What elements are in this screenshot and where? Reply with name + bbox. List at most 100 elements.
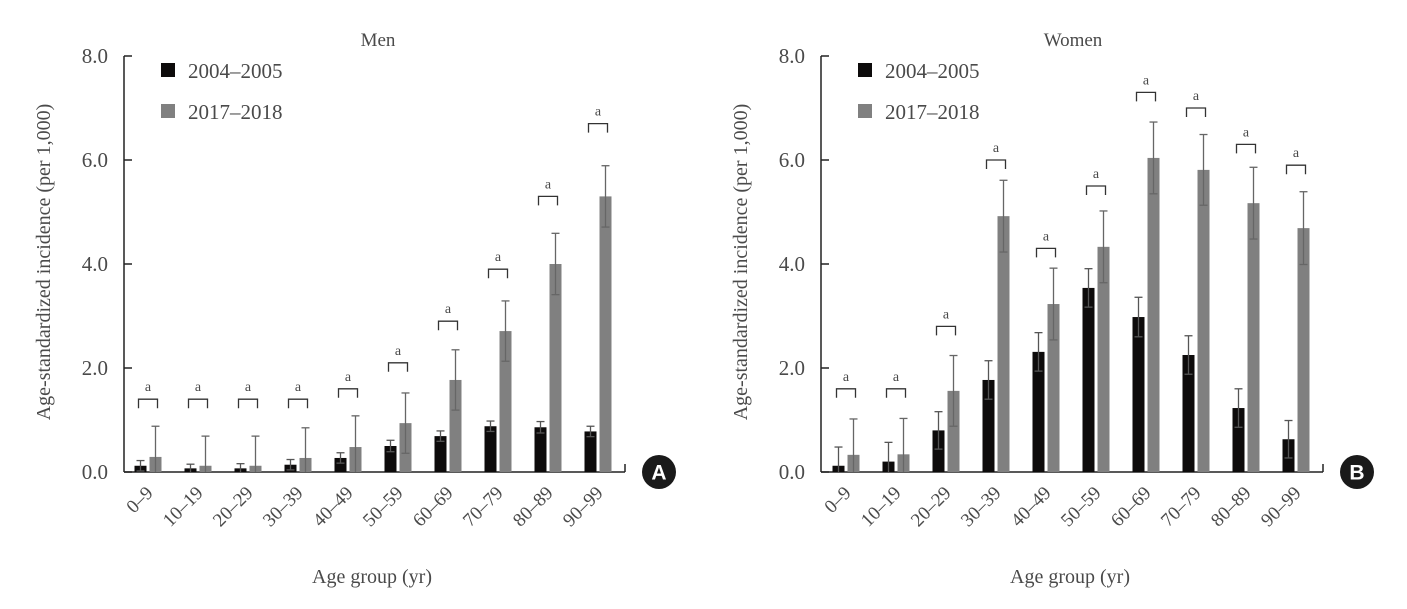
bar bbox=[384, 446, 397, 472]
x-tick-label: 30–39 bbox=[957, 483, 1005, 531]
significance-label: a bbox=[1143, 73, 1150, 88]
bar bbox=[484, 426, 497, 472]
y-tick-label: 0.0 bbox=[82, 460, 108, 484]
bar bbox=[1147, 157, 1160, 473]
legend-label: 2017–2018 bbox=[188, 100, 283, 124]
significance-bracket bbox=[1185, 107, 1207, 117]
significance-label: a bbox=[245, 380, 252, 395]
x-tick-label: 10–19 bbox=[159, 483, 207, 531]
legend-label: 2004–2005 bbox=[885, 59, 980, 83]
bar bbox=[499, 331, 512, 472]
x-tick-label: 70–79 bbox=[1157, 483, 1205, 531]
significance-label: a bbox=[545, 177, 552, 192]
significance-bracket bbox=[487, 268, 509, 279]
x-tick-label: 0–9 bbox=[821, 483, 856, 518]
significance-label: a bbox=[1043, 229, 1050, 244]
x-tick-label: 70–79 bbox=[459, 483, 507, 531]
bar bbox=[599, 196, 612, 472]
significance-label: a bbox=[1293, 146, 1300, 161]
significance-label: a bbox=[595, 105, 602, 120]
x-tick-label: 90–99 bbox=[1257, 483, 1305, 531]
bar bbox=[334, 457, 347, 472]
significance-label: a bbox=[395, 344, 402, 359]
panel-badge-label: B bbox=[1349, 462, 1364, 485]
x-tick-label: 0–9 bbox=[123, 483, 158, 518]
bar bbox=[932, 430, 945, 472]
y-tick-label: 6.0 bbox=[779, 148, 805, 172]
significance-label: a bbox=[943, 307, 950, 322]
bar bbox=[1247, 203, 1260, 472]
bar bbox=[1032, 351, 1045, 472]
significance-bracket bbox=[587, 122, 609, 133]
bar bbox=[1132, 317, 1145, 472]
y-tick-label: 4.0 bbox=[779, 252, 805, 276]
bar bbox=[1097, 246, 1110, 472]
bar bbox=[1082, 287, 1095, 472]
x-tick-label: 60–69 bbox=[409, 483, 457, 531]
chart-title: Men bbox=[361, 30, 396, 51]
significance-label: a bbox=[145, 380, 152, 395]
bar bbox=[1182, 355, 1195, 472]
x-tick-label: 50–59 bbox=[1057, 483, 1105, 531]
panel-badge-label: A bbox=[651, 462, 666, 485]
x-tick-label: 90–99 bbox=[559, 483, 607, 531]
panel-men: Men 0.0 2.0 4.0 6.0 8.0 Age-standardized incid… bbox=[33, 30, 676, 588]
panel-badge bbox=[1340, 455, 1374, 489]
chart-title: Women bbox=[1044, 30, 1103, 51]
x-tick-label: 40–49 bbox=[1007, 483, 1055, 531]
significance-label: a bbox=[1093, 167, 1100, 182]
significance-bracket bbox=[835, 388, 857, 398]
x-tick-label: 60–69 bbox=[1107, 483, 1155, 531]
panel-women: Women 0.0 2.0 4.0 6.0 8.0 Age-standardized inc… bbox=[730, 30, 1374, 588]
significance-bracket bbox=[387, 362, 409, 372]
significance-bracket bbox=[287, 398, 309, 409]
legend-swatch bbox=[161, 63, 175, 77]
y-tick-label: 8.0 bbox=[779, 44, 805, 68]
significance-bracket bbox=[1035, 247, 1057, 258]
bar bbox=[997, 216, 1010, 472]
y-axis-label: Age-standardized incidence (per 1,000) bbox=[730, 104, 752, 421]
significance-label: a bbox=[993, 141, 1000, 156]
y-tick-label: 0.0 bbox=[779, 460, 805, 484]
x-tick-label: 80–89 bbox=[1207, 483, 1255, 531]
bar bbox=[1197, 169, 1210, 472]
bar bbox=[449, 379, 462, 472]
bar bbox=[1047, 304, 1060, 472]
bar bbox=[584, 431, 597, 472]
y-tick-label: 4.0 bbox=[82, 252, 108, 276]
significance-label: a bbox=[1193, 89, 1200, 104]
significance-label: a bbox=[445, 302, 452, 317]
legend-swatch bbox=[161, 104, 175, 118]
x-tick-label: 20–29 bbox=[907, 483, 955, 531]
bar bbox=[534, 427, 547, 472]
significance-label: a bbox=[295, 380, 302, 395]
y-tick-label: 2.0 bbox=[779, 356, 805, 380]
significance-bracket bbox=[237, 398, 259, 409]
significance-label: a bbox=[893, 370, 900, 385]
significance-bracket bbox=[437, 320, 459, 331]
significance-bracket bbox=[935, 325, 957, 336]
y-axis-label: Age-standardized incidence (per 1,000) bbox=[33, 104, 55, 421]
y-tick-label: 6.0 bbox=[82, 148, 108, 172]
significance-label: a bbox=[345, 370, 352, 385]
bar bbox=[1297, 228, 1310, 472]
significance-bracket bbox=[187, 398, 209, 409]
panel-badge bbox=[642, 455, 676, 489]
y-tick-label: 8.0 bbox=[82, 44, 108, 68]
x-tick-label: 10–19 bbox=[857, 483, 905, 531]
bar bbox=[1232, 408, 1245, 472]
significance-label: a bbox=[843, 370, 850, 385]
significance-label: a bbox=[195, 380, 202, 395]
significance-label: a bbox=[1243, 125, 1250, 140]
bar bbox=[947, 390, 960, 472]
legend-label: 2017–2018 bbox=[885, 100, 980, 124]
significance-bracket bbox=[137, 398, 159, 409]
significance-bracket bbox=[537, 195, 559, 206]
legend-label: 2004–2005 bbox=[188, 59, 283, 83]
significance-bracket bbox=[1135, 91, 1157, 102]
bar bbox=[982, 379, 995, 472]
significance-bracket bbox=[1085, 185, 1107, 195]
significance-bracket bbox=[985, 159, 1007, 169]
significance-label: a bbox=[495, 250, 502, 265]
